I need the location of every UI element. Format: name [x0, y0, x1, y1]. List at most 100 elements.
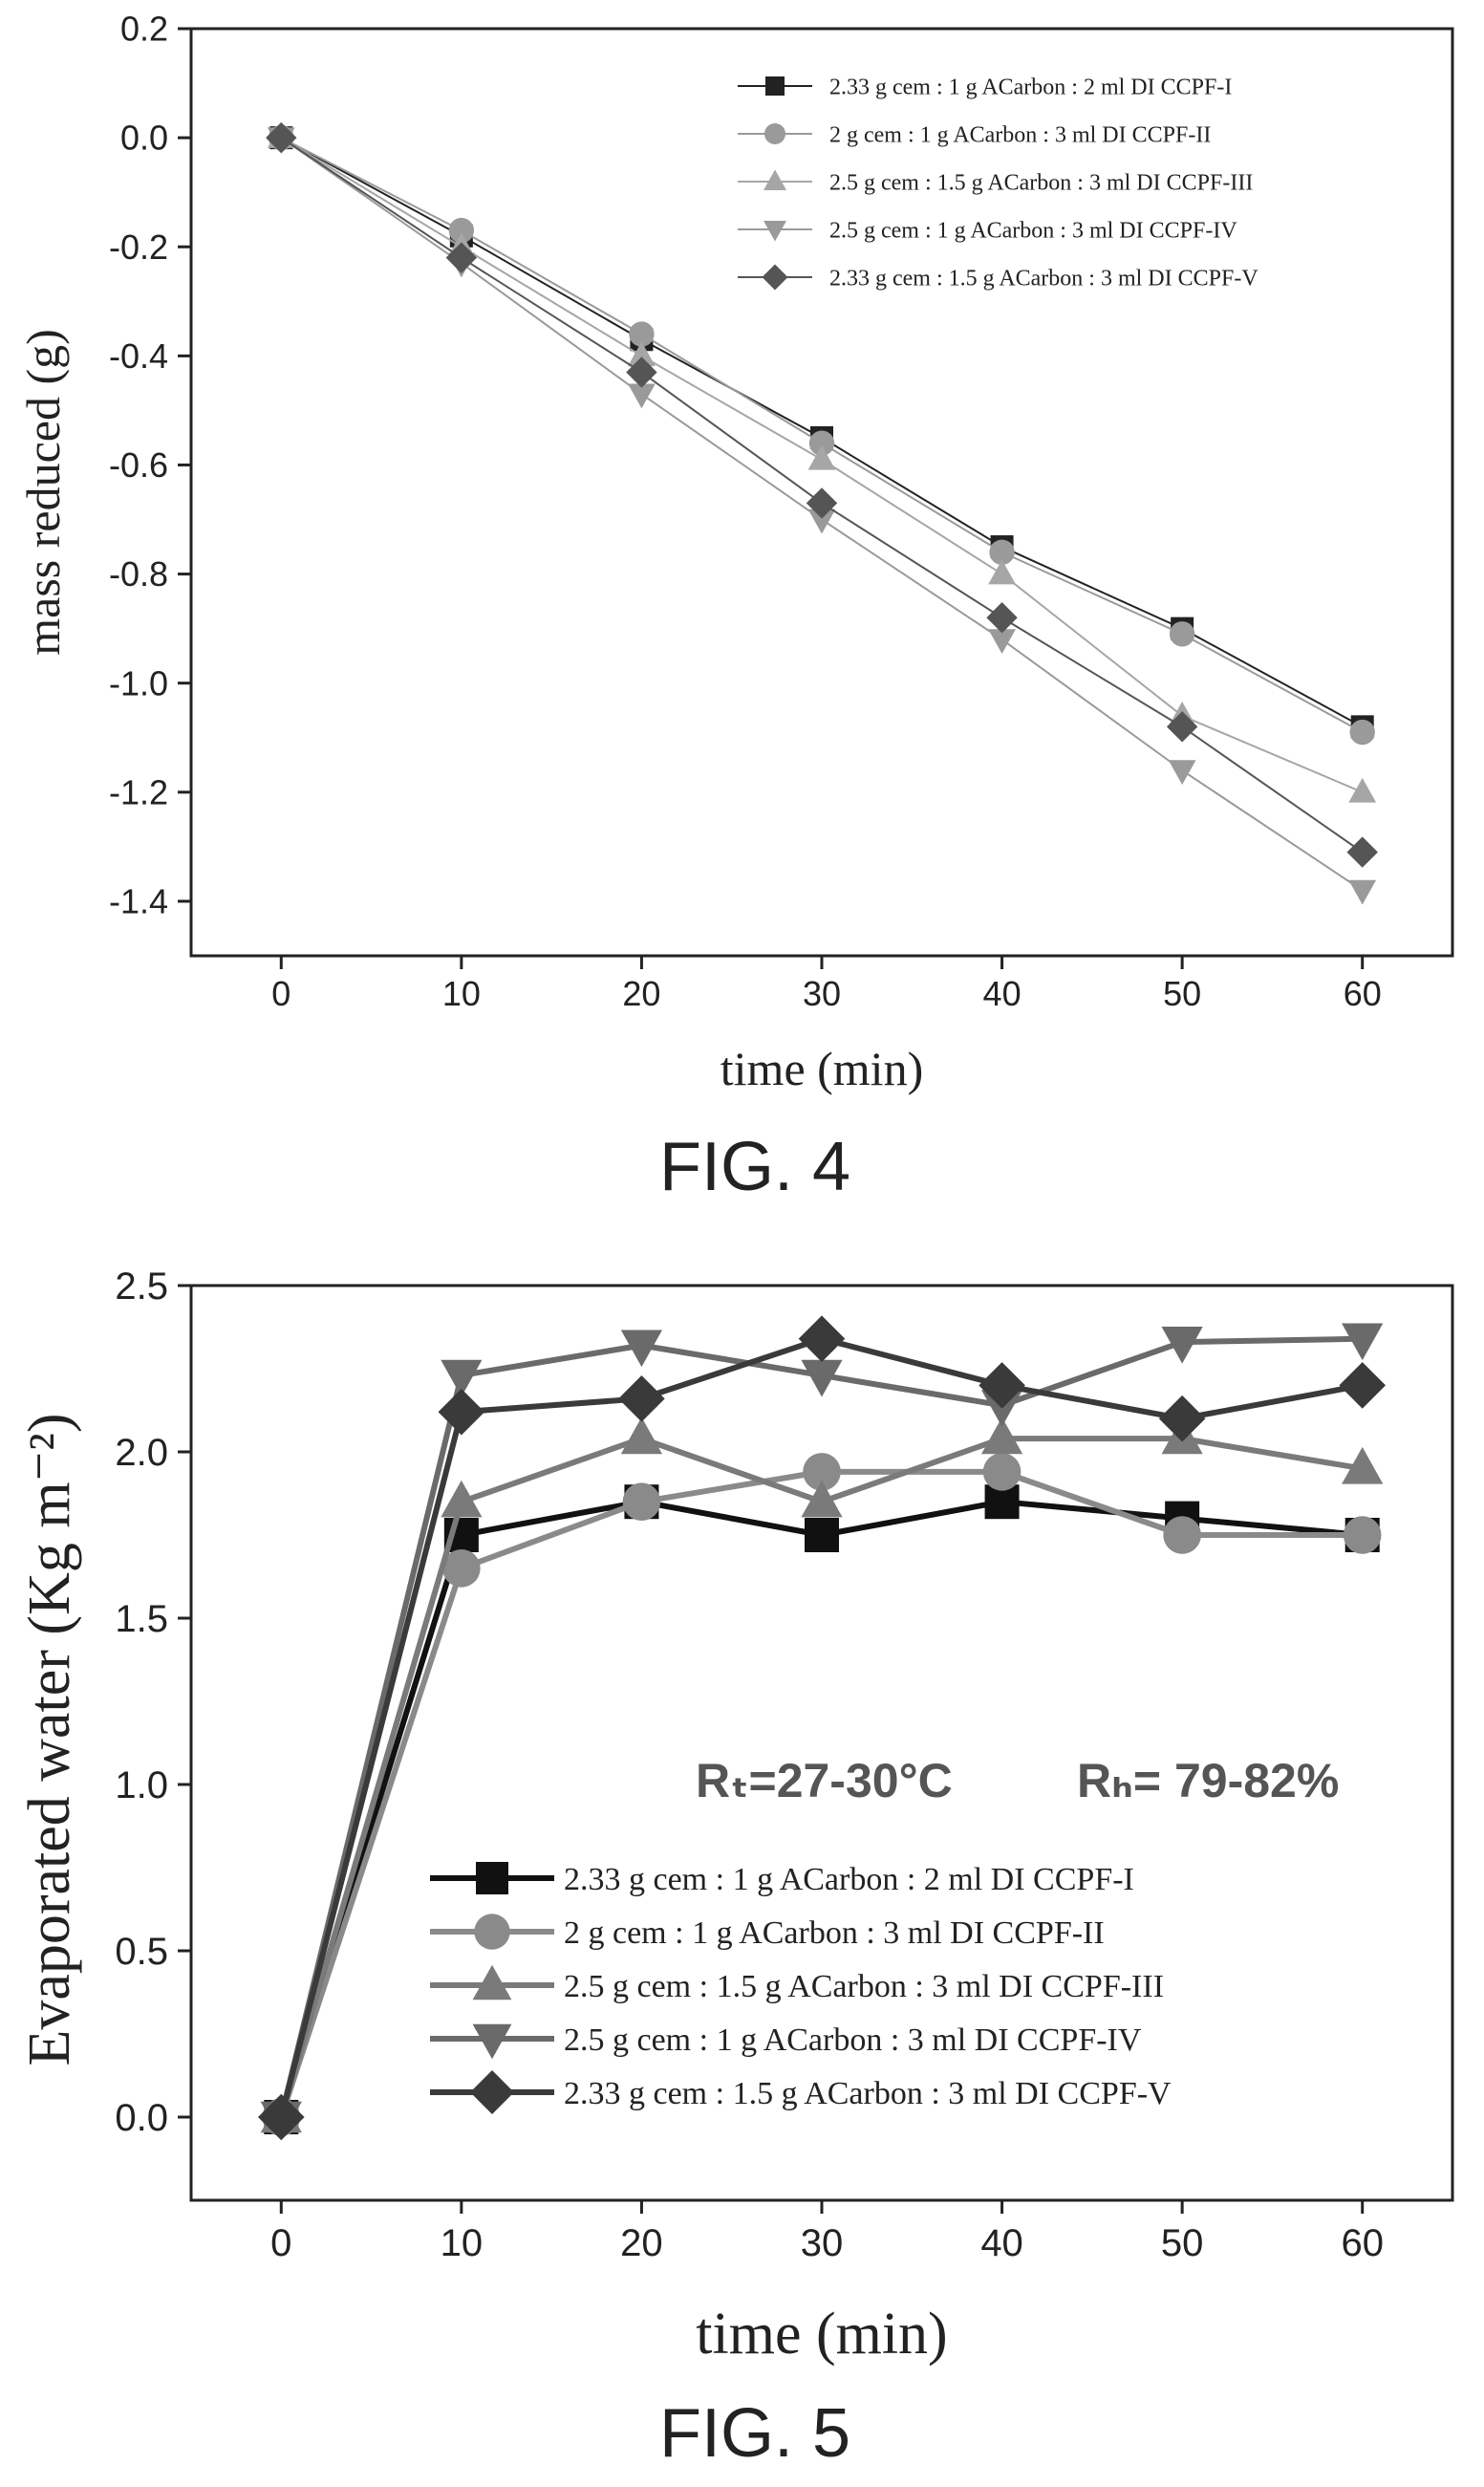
legend-marker-1	[765, 76, 785, 96]
fig4-y-axis: 0.2 0.0 -0.2 -0.4 -0.6 -0.8 -1.0 -1.2 -1.4	[109, 10, 191, 921]
data-point-series-2	[1349, 719, 1375, 746]
data-point-series-2	[1163, 1516, 1201, 1554]
data-point-series-4	[620, 1330, 663, 1368]
data-point-series-4	[628, 383, 656, 409]
legend-marker-2	[764, 123, 785, 144]
data-point-series-5	[798, 1315, 846, 1362]
data-point-series-2	[622, 1482, 661, 1521]
fig5-y-axis: 2.5 2.0 1.5 1.0 0.5 0.0	[115, 1265, 191, 2139]
data-point-series-3	[628, 341, 656, 367]
y-tick-label: 1.5	[115, 1598, 168, 1640]
fig5-y-axis-label: Evaporated water (Kg m⁻²)	[17, 1413, 82, 2065]
data-point-series-5	[806, 487, 838, 519]
fig5-series-layer	[257, 1315, 1387, 2141]
data-point-series-2	[808, 430, 835, 456]
data-point-series-2	[982, 1453, 1022, 1491]
y-tick-label: 0.2	[120, 10, 168, 49]
data-point-series-3	[1342, 1446, 1384, 1484]
y-tick-label: -0.2	[109, 227, 168, 267]
legend-label-5: 2.33 g cem : 1.5 g ACarbon : 3 ml DI CCP…	[829, 266, 1258, 291]
legend-label-3: 2.5 g cem : 1.5 g ACarbon : 3 ml DI CCPF…	[829, 170, 1253, 195]
legend-label-2: 2 g cem : 1 g ACarbon : 3 ml DI CCPF-II	[564, 1915, 1105, 1951]
legend-marker-3	[472, 1964, 512, 2000]
x-tick-label: 40	[983, 974, 1022, 1013]
fig5-x-axis-label: time (min)	[696, 2302, 947, 2367]
y-tick-label: -0.6	[109, 445, 168, 485]
fig4-figure-label: FIG. 4	[659, 1129, 850, 1205]
data-point-series-2	[442, 1549, 481, 1588]
y-tick-label: 2.0	[115, 1432, 168, 1474]
x-tick-label: 50	[1163, 974, 1201, 1013]
x-tick-label: 20	[620, 2222, 663, 2264]
data-point-series-5	[266, 121, 297, 154]
x-tick-label: 10	[442, 974, 481, 1013]
legend-label-2: 2 g cem : 1 g ACarbon : 3 ml DI CCPF-II	[829, 122, 1211, 147]
data-point-series-3	[1348, 777, 1377, 803]
data-point-series-5	[979, 1362, 1025, 1409]
fig5-figure-label: FIG. 5	[659, 2395, 850, 2472]
x-tick-label: 20	[622, 974, 660, 1013]
data-point-series-3	[807, 444, 836, 470]
y-tick-label: 0.0	[115, 2097, 168, 2139]
y-tick-label: -0.8	[109, 554, 168, 594]
y-tick-label: -1.2	[109, 772, 168, 811]
fig4-x-axis-label: time (min)	[720, 1042, 923, 1095]
x-tick-label: 0	[270, 2222, 291, 2264]
fig5-chart: 2.5 2.0 1.5 1.0 0.5 0.0 0 10 20 30 40 50 60 Rₜ=27-3…	[17, 1265, 1454, 2472]
data-point-series-3	[801, 1480, 843, 1518]
data-point-series-4	[988, 629, 1016, 655]
y-tick-label: -1.0	[109, 663, 168, 703]
data-point-series-5	[438, 1388, 485, 1436]
fig5-annotation-temperature: Rₜ=27-30°C	[696, 1754, 953, 1807]
data-point-series-5	[626, 357, 657, 388]
data-point-series-2	[1169, 621, 1195, 647]
legend-marker-3	[764, 169, 786, 190]
legend-label-5: 2.33 g cem : 1.5 g ACarbon : 3 ml DI CCP…	[564, 2076, 1172, 2111]
legend-marker-5	[470, 2070, 514, 2114]
x-tick-label: 0	[271, 974, 290, 1013]
data-point-series-2	[629, 321, 655, 347]
legend-label-1: 2.33 g cem : 1 g ACarbon : 2 ml DI CCPF-…	[829, 75, 1232, 99]
data-point-series-1	[805, 1518, 839, 1552]
fig5-annotation-humidity: Rₕ= 79-82%	[1077, 1754, 1339, 1807]
data-point-series-5	[1346, 836, 1378, 868]
x-tick-label: 30	[801, 2222, 844, 2264]
legend-label-1: 2.33 g cem : 1 g ACarbon : 2 ml DI CCPF-…	[564, 1862, 1134, 1897]
data-point-series-3	[441, 1480, 483, 1518]
y-tick-label: 0.5	[115, 1931, 168, 1973]
y-tick-label: 1.0	[115, 1764, 168, 1806]
fig5-plot-frame	[189, 1284, 1454, 2202]
legend-marker-4	[764, 221, 786, 242]
data-point-series-3	[620, 1417, 663, 1455]
x-tick-label: 60	[1344, 974, 1382, 1013]
legend-label-4: 2.5 g cem : 1 g ACarbon : 3 ml DI CCPF-I…	[829, 218, 1237, 243]
data-point-series-2	[448, 217, 475, 244]
data-point-series-4	[807, 508, 836, 534]
y-tick-label: 0.0	[120, 119, 168, 158]
x-tick-label: 40	[980, 2222, 1023, 2264]
fig4-series-layer	[266, 121, 1378, 905]
data-point-series-2	[803, 1453, 841, 1491]
y-tick-label: 2.5	[115, 1265, 168, 1308]
y-tick-label: -1.4	[109, 882, 168, 921]
data-point-series-5	[1339, 1362, 1387, 1409]
data-point-series-5	[1166, 711, 1198, 743]
data-point-series-4	[441, 1359, 483, 1397]
fig5-legend: 2.33 g cem : 1 g ACarbon : 2 ml DI CCPF-…	[430, 1862, 1172, 2114]
data-point-series-4	[1342, 1323, 1384, 1361]
x-tick-label: 60	[1341, 2222, 1384, 2264]
data-point-series-5	[618, 1375, 665, 1422]
data-point-series-5	[986, 602, 1018, 634]
legend-marker-4	[472, 2023, 512, 2060]
fig4-y-axis-label: mass reduced (g)	[16, 329, 70, 656]
x-tick-label: 10	[441, 2222, 484, 2264]
data-point-series-3	[980, 1417, 1023, 1455]
data-point-series-2	[989, 539, 1015, 565]
data-point-series-5	[1158, 1395, 1206, 1442]
data-point-series-4	[1168, 760, 1196, 785]
data-point-series-4	[1348, 879, 1377, 905]
data-point-series-5	[257, 2093, 305, 2141]
legend-label-3: 2.5 g cem : 1.5 g ACarbon : 3 ml DI CCPF…	[564, 1969, 1164, 2004]
legend-marker-5	[762, 264, 788, 291]
data-point-series-5	[445, 242, 478, 273]
